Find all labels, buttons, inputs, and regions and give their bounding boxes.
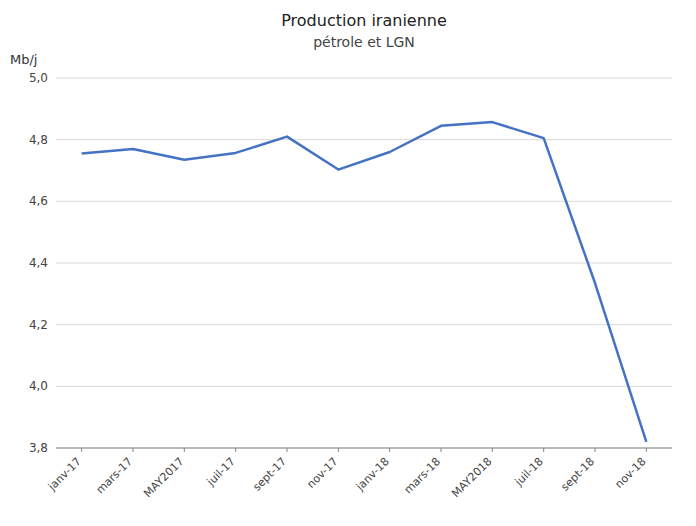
plot-area bbox=[82, 122, 647, 442]
title: Production iranienne bbox=[281, 11, 447, 30]
x-tick bbox=[287, 448, 288, 452]
y-tick-label: 5,0 bbox=[29, 71, 48, 85]
x-tick-label: MAY2017 bbox=[141, 455, 186, 500]
y-tick-label: 3,8 bbox=[29, 441, 48, 455]
x-tick bbox=[338, 448, 339, 452]
grid-line bbox=[56, 448, 672, 449]
grid-line bbox=[56, 201, 672, 202]
x-tick bbox=[646, 448, 647, 452]
x-tick bbox=[184, 448, 185, 452]
x-tick-label: janv-17 bbox=[45, 455, 84, 494]
chart-container: Production iranienne pétrole et LGN Mb/j 3,… bbox=[0, 0, 696, 526]
x-tick bbox=[441, 448, 442, 452]
grid-line bbox=[56, 139, 672, 140]
x-tick bbox=[133, 448, 134, 452]
x-tick-label: nov-18 bbox=[612, 455, 648, 491]
y-tick-label: 4,0 bbox=[29, 379, 48, 393]
x-axis-line bbox=[56, 448, 672, 449]
x-tick bbox=[81, 448, 82, 452]
x-tick-label: juil-17 bbox=[204, 455, 238, 489]
subtitle: pétrole et LGN bbox=[313, 34, 415, 50]
x-tick bbox=[543, 448, 544, 452]
y-tick-label: 4,4 bbox=[29, 256, 48, 270]
y-tick-label: 4,2 bbox=[29, 318, 48, 332]
x-tick-label: nov-17 bbox=[304, 455, 340, 491]
y-tick-labels: 3,8 4,0 4,2 4,4 4,6 4,8 5,0 bbox=[29, 71, 48, 455]
x-tick-label: juil-18 bbox=[512, 455, 546, 489]
x-tick-label: MAY2018 bbox=[449, 455, 494, 500]
x-tick bbox=[492, 448, 493, 452]
x-tick-label: mars-18 bbox=[402, 455, 443, 496]
x-tick-label: sept-17 bbox=[250, 455, 289, 494]
grid-line bbox=[56, 386, 672, 387]
line bbox=[82, 122, 647, 442]
x-tick bbox=[595, 448, 596, 452]
x-tick-labels: janv-17 mars-17MAY2017 juil-17 sept-17 nov-1… bbox=[45, 448, 649, 500]
chart-svg: Production iranienne pétrole et LGN Mb/j 3,… bbox=[0, 0, 696, 526]
grid-line bbox=[56, 324, 672, 325]
grid-line bbox=[56, 78, 672, 79]
x-tick-label: sept-18 bbox=[558, 455, 597, 494]
x-tick bbox=[389, 448, 390, 452]
x-tick-label: mars-17 bbox=[94, 455, 135, 496]
grid bbox=[56, 78, 672, 448]
y-tick-label: 4,6 bbox=[29, 194, 48, 208]
y-axis-label: Mb/j bbox=[10, 52, 37, 67]
x-tick bbox=[235, 448, 236, 452]
y-tick-label: 4,8 bbox=[29, 133, 48, 147]
grid-line bbox=[56, 263, 672, 264]
x-tick-label: janv-18 bbox=[353, 455, 392, 494]
